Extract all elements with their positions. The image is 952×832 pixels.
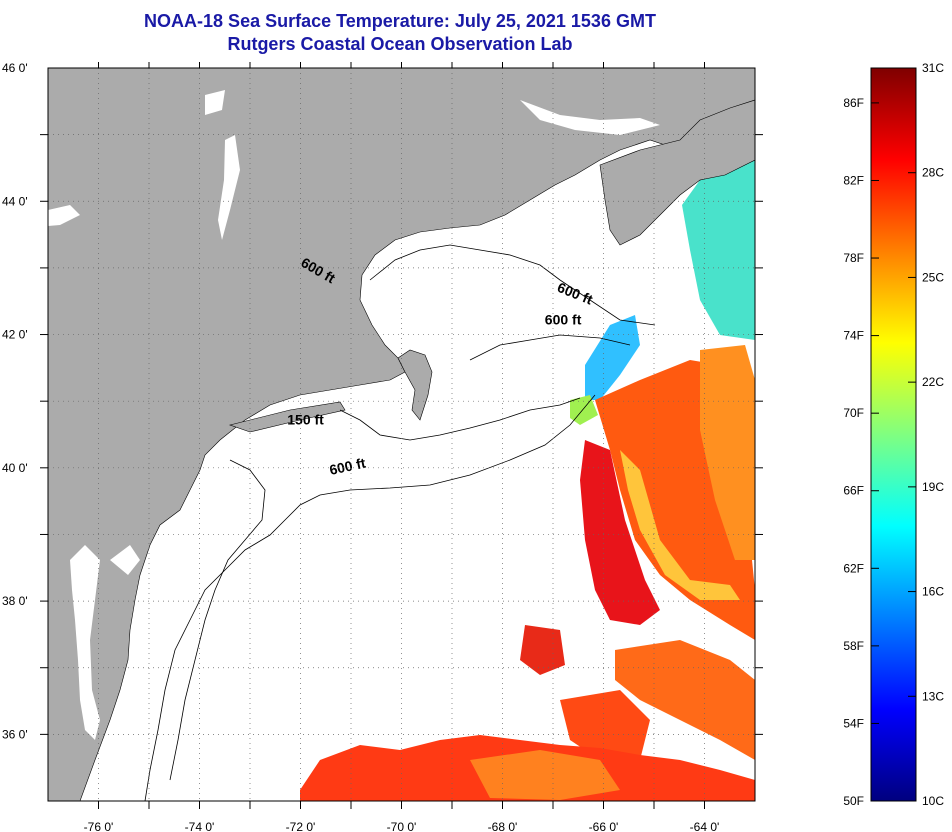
sst-patch-slope-red bbox=[580, 440, 660, 625]
sst-patch-front-yellow bbox=[620, 450, 740, 600]
lat-tick-label: 44 0' bbox=[2, 194, 28, 208]
fahrenheit-labels: 86F 82F 78F 74F 70F 66F 62F 58F 54F 50F bbox=[843, 96, 879, 808]
isobath-label: 600 ft bbox=[545, 312, 582, 328]
celsius-label: 13C bbox=[922, 689, 944, 703]
celsius-label: 28C bbox=[922, 166, 944, 180]
sst-patch-georges-east bbox=[585, 315, 640, 400]
long-island bbox=[228, 401, 346, 433]
isobath-150ft-southern-new-england bbox=[339, 397, 581, 441]
lat-tick-label: 42 0' bbox=[2, 328, 28, 342]
fahrenheit-label: 86F bbox=[843, 96, 864, 110]
fahrenheit-label: 58F bbox=[843, 639, 864, 653]
map-title: NOAA-18 Sea Surface Temperature: July 25… bbox=[144, 11, 656, 31]
delaware-bay bbox=[110, 545, 140, 575]
inland-water-layer bbox=[48, 90, 660, 740]
fahrenheit-label: 74F bbox=[843, 329, 864, 343]
sst-patch-south-mid-orange bbox=[560, 690, 650, 760]
isobath-label: 150 ft bbox=[287, 412, 324, 428]
st-lawrence-arm bbox=[520, 100, 660, 135]
fahrenheit-label: 70F bbox=[843, 406, 864, 420]
lon-tick-label: -74 0' bbox=[185, 820, 215, 832]
lat-tick-label: 38 0' bbox=[2, 594, 28, 608]
lat-tick-label: 40 0' bbox=[2, 461, 28, 475]
celsius-label: 10C bbox=[922, 794, 944, 808]
celsius-labels: 31C 28C 25C 22C 19C 16C 13C 10C bbox=[908, 61, 944, 808]
land-layer bbox=[48, 68, 755, 801]
fahrenheit-label: 78F bbox=[843, 251, 864, 265]
celsius-label: 22C bbox=[922, 375, 944, 389]
fahrenheit-label: 62F bbox=[843, 561, 864, 575]
lon-tick-label: -64 0' bbox=[690, 820, 720, 832]
lat-tick-label: 36 0' bbox=[2, 727, 28, 741]
isobath-600ft-shelf-break bbox=[144, 394, 596, 801]
lon-tick-label: -72 0' bbox=[286, 820, 316, 832]
celsius-label: 25C bbox=[922, 270, 944, 284]
celsius-label: 31C bbox=[922, 61, 944, 75]
lat-tick-label: 46 0' bbox=[2, 61, 28, 75]
lake-champlain bbox=[218, 135, 240, 240]
sst-patch-southern-strip-orange bbox=[470, 750, 620, 800]
fahrenheit-label: 82F bbox=[843, 173, 864, 187]
moosehead-lake bbox=[205, 90, 225, 115]
lon-tick-label: -68 0' bbox=[488, 820, 518, 832]
fahrenheit-label: 54F bbox=[843, 716, 864, 730]
isobath-600ft-gulf-of-maine bbox=[369, 244, 656, 326]
graticule bbox=[40, 62, 763, 809]
isobath-600ft-georges-north bbox=[469, 334, 631, 361]
fahrenheit-label: 50F bbox=[843, 794, 864, 808]
sst-patch-south-central-red bbox=[520, 625, 565, 675]
lat-axis-labels: 46 0' 44 0' 42 0' 40 0' 38 0' 36 0' bbox=[2, 61, 28, 741]
sst-patch-shelf-break-green bbox=[570, 395, 598, 425]
chesapeake-bay bbox=[70, 545, 100, 740]
celsius-label: 16C bbox=[922, 585, 944, 599]
isobath-layer bbox=[144, 244, 656, 801]
cape-cod bbox=[397, 349, 433, 421]
sst-patch-warm-eddy-east bbox=[700, 345, 755, 560]
celsius-label: 19C bbox=[922, 480, 944, 494]
sst-patch-scotian-shelf bbox=[682, 160, 755, 340]
lon-tick-label: -66 0' bbox=[589, 820, 619, 832]
map-frame bbox=[47, 67, 756, 802]
colorbar-gradient bbox=[870, 67, 917, 802]
nova-scotia bbox=[599, 99, 755, 246]
fahrenheit-label: 66F bbox=[843, 484, 864, 498]
map-subtitle: Rutgers Coastal Ocean Observation Lab bbox=[227, 34, 573, 54]
lon-axis-labels: -76 0' -74 0' -72 0' -70 0' -68 0' -66 0' -64 … bbox=[84, 820, 720, 832]
lon-tick-label: -70 0' bbox=[387, 820, 417, 832]
lake-ontario-edge bbox=[48, 205, 80, 226]
sst-patch-southeast-orange bbox=[615, 640, 755, 760]
isobath-inner-shelf bbox=[169, 459, 266, 781]
lon-tick-label: -76 0' bbox=[84, 820, 114, 832]
isobath-label: 600 ft bbox=[328, 455, 367, 478]
